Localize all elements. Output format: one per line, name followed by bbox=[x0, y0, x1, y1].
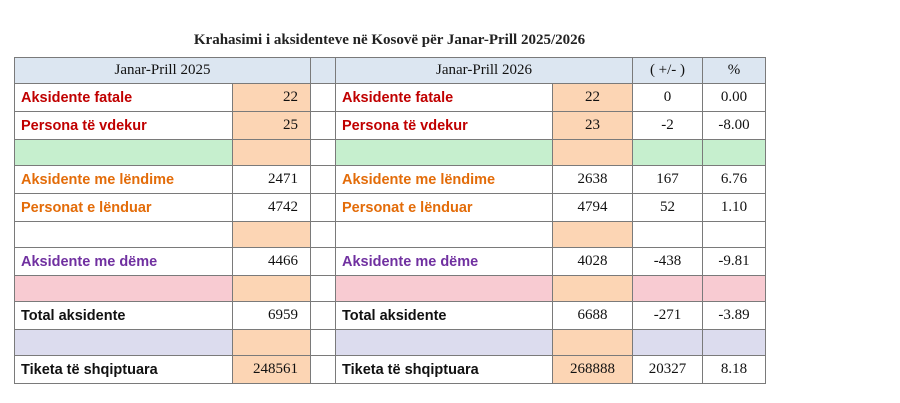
table-row bbox=[14, 139, 766, 166]
header-cell: Janar-Prill 2025 bbox=[14, 57, 311, 84]
row-label: Total aksidente bbox=[14, 301, 233, 330]
row-label: Tiketa të shqiptuara bbox=[14, 355, 233, 384]
header-gap bbox=[310, 57, 336, 84]
gap-cell bbox=[310, 301, 336, 330]
gap-cell bbox=[310, 247, 336, 276]
spacer-cell bbox=[702, 275, 766, 302]
value-cell: 6688 bbox=[552, 301, 633, 330]
spacer-cell bbox=[14, 275, 233, 302]
spacer-cell bbox=[310, 329, 336, 356]
row-label: Aksidente me lëndime bbox=[14, 165, 233, 194]
spacer-cell bbox=[632, 275, 703, 302]
value-cell: 248561 bbox=[232, 355, 311, 384]
comparison-table: Janar-Prill 2025 Janar-Prill 2026 ( +/- … bbox=[14, 57, 766, 384]
row-label: Tiketa të shqiptuara bbox=[335, 355, 553, 384]
pct-cell: -8.00 bbox=[702, 111, 766, 140]
value-cell: 6959 bbox=[232, 301, 311, 330]
diff-cell: -438 bbox=[632, 247, 703, 276]
diff-cell: -271 bbox=[632, 301, 703, 330]
table-row bbox=[14, 221, 766, 248]
spacer-cell bbox=[310, 221, 336, 248]
value-cell: 4028 bbox=[552, 247, 633, 276]
spacer-cell bbox=[335, 329, 553, 356]
value-cell: 23 bbox=[552, 111, 633, 140]
value-cell: 4794 bbox=[552, 193, 633, 222]
row-label: Aksidente fatale bbox=[14, 83, 233, 112]
spacer-cell bbox=[552, 221, 633, 248]
spacer-cell bbox=[335, 275, 553, 302]
row-label: Personat e lënduar bbox=[335, 193, 553, 222]
value-cell: 4742 bbox=[232, 193, 311, 222]
pct-cell: 1.10 bbox=[702, 193, 766, 222]
spacer-cell bbox=[14, 221, 233, 248]
table-row: Aksidente me lëndime 2471 Aksidente me lën… bbox=[14, 165, 766, 194]
value-cell: 2471 bbox=[232, 165, 311, 194]
value-cell: 22 bbox=[232, 83, 311, 112]
row-label: Aksidente me lëndime bbox=[335, 165, 553, 194]
spacer-cell bbox=[335, 221, 553, 248]
row-label: Persona të vdekur bbox=[335, 111, 553, 140]
spacer-cell bbox=[14, 329, 233, 356]
diff-cell: 0 bbox=[632, 83, 703, 112]
diff-cell: -2 bbox=[632, 111, 703, 140]
table-row: Tiketa të shqiptuara 248561 Tiketa të shqi… bbox=[14, 355, 766, 384]
spacer-cell bbox=[702, 221, 766, 248]
diff-cell: 167 bbox=[632, 165, 703, 194]
table-row: Aksidente fatale 22 Aksidente fatale 22 0 0.0… bbox=[14, 83, 766, 112]
pct-cell: 0.00 bbox=[702, 83, 766, 112]
spacer-cell bbox=[232, 329, 311, 356]
row-label: Total aksidente bbox=[335, 301, 553, 330]
header-row: Janar-Prill 2025 Janar-Prill 2026 ( +/- … bbox=[14, 57, 766, 84]
diff-cell: 52 bbox=[632, 193, 703, 222]
gap-cell bbox=[310, 83, 336, 112]
pct-cell: -9.81 bbox=[702, 247, 766, 276]
gap-cell bbox=[310, 355, 336, 384]
value-cell: 268888 bbox=[552, 355, 633, 384]
spacer-cell bbox=[310, 139, 336, 166]
pct-cell: 6.76 bbox=[702, 165, 766, 194]
value-cell: 4466 bbox=[232, 247, 311, 276]
table-row: Personat e lënduar 4742 Personat e lënduar… bbox=[14, 193, 766, 222]
spacer-cell bbox=[632, 329, 703, 356]
row-label: Persona të vdekur bbox=[14, 111, 233, 140]
table-row: Total aksidente 6959 Total aksidente 6688 -2… bbox=[14, 301, 766, 330]
spacer-cell bbox=[232, 275, 311, 302]
spacer-cell bbox=[632, 221, 703, 248]
spacer-cell bbox=[552, 329, 633, 356]
row-label: Aksidente me dëme bbox=[335, 247, 553, 276]
table-row bbox=[14, 329, 766, 356]
gap-cell bbox=[310, 193, 336, 222]
header-cell: Janar-Prill 2026 bbox=[335, 57, 633, 84]
header-cell: ( +/- ) bbox=[632, 57, 703, 84]
spacer-cell bbox=[14, 139, 233, 166]
spacer-cell bbox=[232, 139, 311, 166]
table-body: Janar-Prill 2025 Janar-Prill 2026 ( +/- … bbox=[14, 57, 766, 384]
table-row bbox=[14, 275, 766, 302]
spacer-cell bbox=[232, 221, 311, 248]
row-label: Aksidente me dëme bbox=[14, 247, 233, 276]
value-cell: 25 bbox=[232, 111, 311, 140]
spacer-cell bbox=[552, 139, 633, 166]
spacer-cell bbox=[702, 139, 766, 166]
gap-cell bbox=[310, 111, 336, 140]
pct-cell: -3.89 bbox=[702, 301, 766, 330]
value-cell: 2638 bbox=[552, 165, 633, 194]
spacer-cell bbox=[632, 139, 703, 166]
spacer-cell bbox=[335, 139, 553, 166]
value-cell: 22 bbox=[552, 83, 633, 112]
spacer-cell bbox=[552, 275, 633, 302]
row-label: Aksidente fatale bbox=[335, 83, 553, 112]
gap-cell bbox=[310, 165, 336, 194]
row-label: Personat e lënduar bbox=[14, 193, 233, 222]
spacer-cell bbox=[702, 329, 766, 356]
table-row: Persona të vdekur 25 Persona të vdekur 23 -2… bbox=[14, 111, 766, 140]
diff-cell: 20327 bbox=[632, 355, 703, 384]
table-title: Krahasimi i aksidenteve në Kosovë për Ja… bbox=[193, 32, 586, 48]
table-row: Aksidente me dëme 4466 Aksidente me dëme 40… bbox=[14, 247, 766, 276]
header-cell: % bbox=[702, 57, 766, 84]
spacer-cell bbox=[310, 275, 336, 302]
pct-cell: 8.18 bbox=[702, 355, 766, 384]
